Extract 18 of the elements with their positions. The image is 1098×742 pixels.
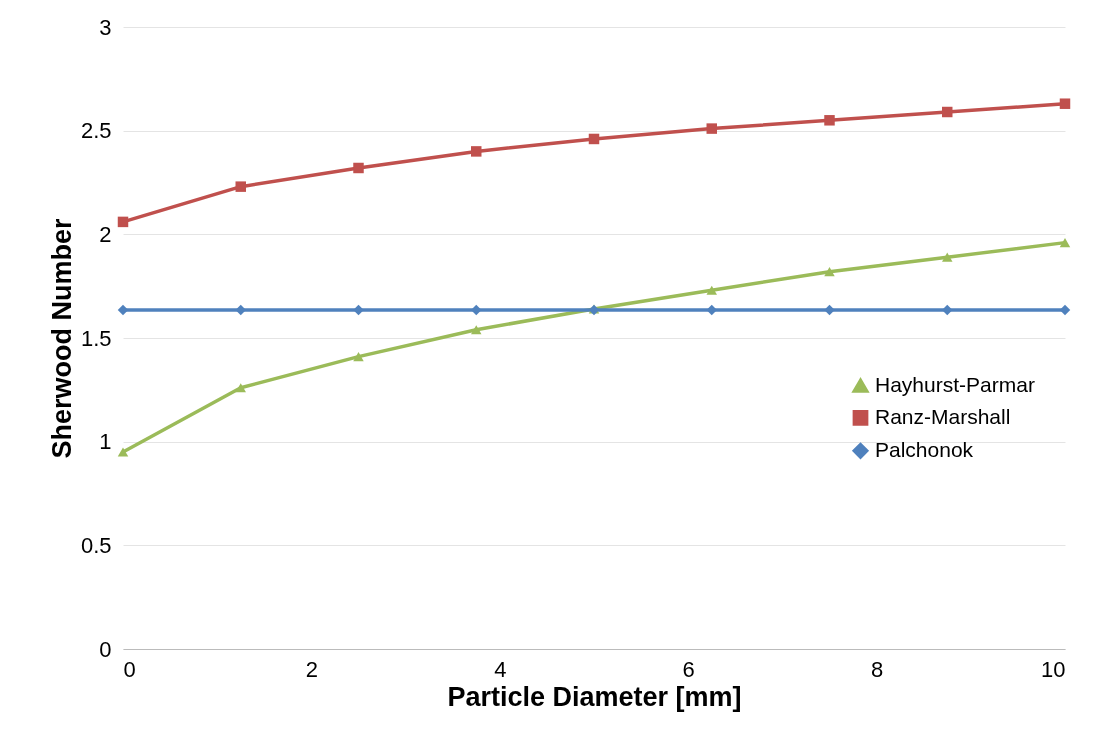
legend-label: Palchonok — [875, 437, 974, 461]
y-tick-label: 2 — [99, 221, 112, 247]
x-tick-label: 2 — [305, 656, 319, 682]
y-axis-title: Sherwood Number — [46, 218, 77, 459]
y-tick-label: 0.5 — [80, 532, 112, 558]
x-tick-label: 8 — [870, 656, 884, 682]
y-tick-label: 1.5 — [80, 325, 112, 351]
x-tick-label: 10 — [1041, 656, 1066, 682]
x-tick-label: 4 — [494, 656, 507, 682]
y-tick-label: 1 — [99, 429, 112, 455]
y-tick-label: 0 — [99, 636, 112, 662]
x-tick-label: 0 — [123, 656, 136, 682]
x-axis-title: Particle Diameter [mm] — [447, 681, 742, 712]
legend-label: Ranz-Marshall — [875, 404, 1011, 428]
x-tick-label: 6 — [682, 656, 695, 682]
legend-label: Hayhurst-Parmar — [875, 372, 1035, 396]
y-tick-label: 3 — [99, 14, 112, 40]
y-tick-label: 2.5 — [80, 118, 112, 144]
